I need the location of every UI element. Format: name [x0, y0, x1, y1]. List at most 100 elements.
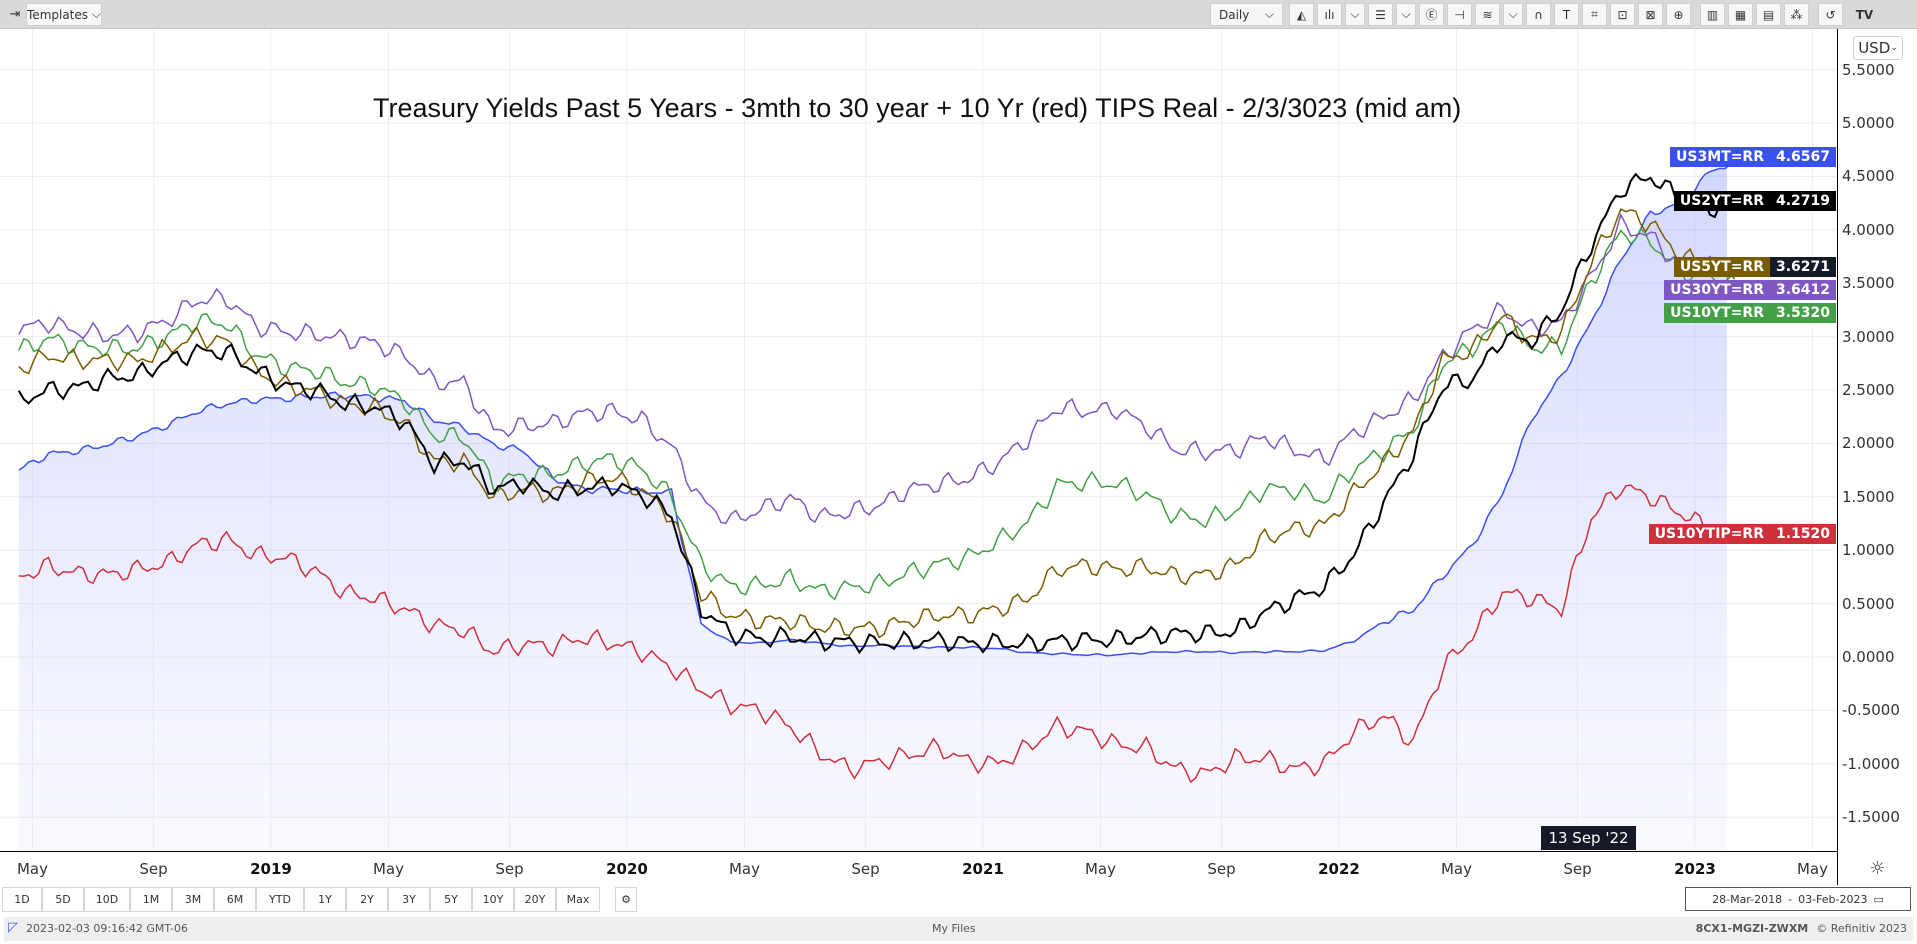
rectangle-icon[interactable]: ⌗ [1582, 3, 1607, 26]
chart-toolbar: ⇥ Templates ⌵ Daily ⌵ ◭ ılı ⌵ ☰ ⌵ Ⓔ ⊣ ≋ ⌵ ∩ T ⌗ ⊡ ⊠ ⊕ ▥ ▦… [0, 0, 1917, 29]
crosshair-icon[interactable]: ⊣ [1447, 3, 1472, 26]
y-tick-label: 2.5000 [1842, 381, 1895, 399]
range-button-2y[interactable]: 2Y [346, 887, 388, 912]
series-line-us30ytrr[interactable] [18, 212, 1735, 525]
series-name-badge: US2YT=RR [1673, 191, 1770, 211]
y-tick-label: -0.5000 [1842, 701, 1900, 720]
pattern-icon[interactable]: ⊡ [1610, 3, 1635, 26]
date-from: 28-Mar-2018 [1712, 892, 1783, 906]
series-name-badge: US3MT=RR [1670, 147, 1770, 167]
range-bar: 1D 5D 10D 1M 3M 6M YTD 1Y 2Y 3Y 5Y 10Y 20Y Max ⚙ 28-M… [0, 886, 1917, 914]
x-tick-label: Sep [1563, 860, 1592, 878]
layout-icon[interactable]: ☰ [1368, 3, 1393, 26]
chart-settings-icon[interactable]: ☼ [1869, 857, 1886, 879]
range-button-10y[interactable]: 10Y [472, 887, 514, 912]
series-name-badge: US10YTIP=RR [1648, 524, 1770, 544]
series-area-us3mtrr [18, 158, 1735, 850]
y-tick-label: -1.0000 [1842, 754, 1900, 773]
range-button-ytd[interactable]: YTD [256, 887, 304, 912]
y-tick-label: 2.0000 [1842, 434, 1895, 453]
range-button-5d[interactable]: 5D [42, 887, 84, 912]
currency-select[interactable]: USD ⌄ [1853, 36, 1903, 60]
chevron-down-icon[interactable]: ⌵ [1345, 3, 1365, 26]
x-tick-label: 2023 [1674, 860, 1716, 878]
chevron-down-icon: ⌵ [1264, 7, 1274, 21]
range-button-3m[interactable]: 3M [172, 887, 214, 912]
magnet-icon[interactable]: ∩ [1526, 3, 1551, 26]
date-to: 03-Feb-2023 [1798, 892, 1868, 906]
series-last-value: 3.5320 [1770, 303, 1836, 323]
crosshair-date-label: 13 Sep '22 [1541, 826, 1636, 850]
polygon-icon[interactable]: ⊠ [1638, 3, 1663, 26]
interval-value: Daily [1219, 7, 1250, 22]
x-tick-label: May [1084, 860, 1116, 878]
news-icon[interactable]: ▤ [1756, 3, 1781, 26]
event-icon[interactable]: Ⓔ [1419, 3, 1444, 26]
chevron-down-icon[interactable]: ⌵ [1396, 3, 1416, 26]
x-tick-label: 2019 [250, 860, 292, 878]
status-code: 8CX1-MGZI-ZWXM [1695, 922, 1809, 935]
x-tick-label: May [16, 860, 48, 878]
range-settings-icon[interactable]: ⚙ [615, 887, 637, 912]
sidebar-toggle-icon[interactable]: ⇥ [9, 7, 21, 22]
x-tick-label: Sep [1207, 860, 1236, 878]
chevron-down-icon: ⌄ [1890, 43, 1898, 53]
range-button-5y[interactable]: 5Y [430, 887, 472, 912]
x-tick-label: Sep [139, 860, 168, 878]
chevron-down-icon[interactable]: ⌵ [1503, 3, 1523, 26]
x-tick-label: 2020 [606, 860, 648, 878]
x-tick-label: May [1440, 860, 1472, 878]
series-name-badge: US30YT=RR [1664, 280, 1770, 300]
x-tick-label: May [372, 860, 404, 878]
table-icon[interactable]: ▦ [1728, 3, 1753, 26]
range-button-max[interactable]: Max [556, 887, 600, 912]
series-line-us10ytrr[interactable] [18, 227, 1737, 601]
x-tick-label: 2022 [1318, 860, 1360, 878]
reset-icon[interactable]: ↺ [1818, 3, 1843, 26]
studies-icon[interactable]: ≋ [1475, 3, 1500, 26]
range-button-20y[interactable]: 20Y [514, 887, 556, 912]
currency-label: USD [1858, 39, 1891, 57]
templates-label: Templates [27, 7, 89, 22]
chevron-down-icon: ⌵ [91, 7, 101, 21]
tradingview-logo-icon[interactable]: TV [1855, 7, 1874, 22]
templates-dropdown[interactable]: Templates ⌵ [26, 3, 102, 26]
y-tick-label: 0.0000 [1842, 648, 1895, 666]
scatter-icon[interactable]: ⁂ [1784, 3, 1809, 26]
series-line-us2ytrr[interactable] [17, 172, 1735, 655]
range-button-3y[interactable]: 3Y [388, 887, 430, 912]
x-tick-label: Sep [851, 860, 880, 878]
series-last-value: 4.2719 [1770, 191, 1836, 211]
series-last-value: 1.1520 [1770, 524, 1836, 544]
chart-title: Treasury Yields Past 5 Years - 3mth to 3… [373, 93, 1462, 123]
date-range-picker[interactable]: 28-Mar-2018 - 03-Feb-2023 ▭ [1685, 887, 1911, 911]
x-axis[interactable]: May Sep 2019 May Sep 2020 May Sep 2021 May Sep 2022… [0, 851, 1837, 885]
range-button-1y[interactable]: 1Y [304, 887, 346, 912]
x-tick-label: May [1796, 860, 1828, 878]
y-tick-label: -1.5000 [1842, 808, 1900, 827]
range-button-10d[interactable]: 10D [84, 887, 130, 912]
date-separator: - [1788, 892, 1793, 906]
status-timestamp: 2023-02-03 09:16:42 GMT-06 [26, 922, 189, 935]
y-tick-label: 3.0000 [1842, 327, 1895, 346]
y-tick-label: 5.5000 [1842, 60, 1895, 79]
area-chart-icon[interactable]: ◭ [1289, 3, 1314, 26]
y-tick-label: 3.5000 [1842, 274, 1895, 293]
series-last-value: 3.6271 [1770, 257, 1836, 277]
range-button-1d[interactable]: 1D [2, 887, 42, 912]
interval-select[interactable]: Daily ⌵ [1210, 3, 1283, 26]
export-chart-icon[interactable]: ▥ [1700, 3, 1725, 26]
series-line-us10ytiprr[interactable] [18, 484, 1736, 784]
text-icon[interactable]: T [1554, 3, 1579, 26]
series-name-badge: US5YT=RR [1673, 257, 1770, 277]
indicators-icon[interactable]: ılı [1317, 3, 1342, 26]
range-button-6m[interactable]: 6M [214, 887, 256, 912]
y-tick-label: 4.0000 [1842, 220, 1895, 239]
range-button-1m[interactable]: 1M [130, 887, 172, 912]
chart-plot-area[interactable] [0, 29, 1837, 850]
my-files-link[interactable]: My Files [932, 922, 976, 935]
zoom-icon[interactable]: ⊕ [1666, 3, 1691, 26]
series-name-badge: US10YT=RR [1664, 303, 1770, 323]
calendar-icon: ▭ [1873, 892, 1884, 906]
series-line-us5ytrr[interactable] [18, 208, 1736, 639]
